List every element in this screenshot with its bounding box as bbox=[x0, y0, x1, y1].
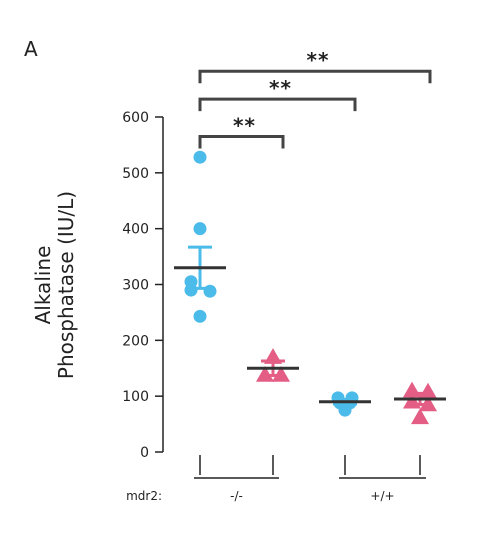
y-axis-title-line-2: Phosphatase (IU/L) bbox=[54, 191, 78, 379]
column-3-group bbox=[394, 381, 446, 425]
significance-label: ** bbox=[307, 48, 330, 72]
x-row-label: mdr2: bbox=[126, 489, 162, 503]
significance-label: ** bbox=[269, 76, 292, 100]
column-0-group bbox=[174, 150, 226, 323]
data-point bbox=[193, 150, 207, 164]
data-point bbox=[419, 382, 437, 399]
data-point bbox=[184, 283, 198, 297]
group-axis: mdr2: -/- +/+ bbox=[126, 455, 426, 503]
group-label: +/+ bbox=[370, 489, 394, 503]
y-axis: 0 100 200 300 400 500 600 bbox=[122, 110, 164, 461]
data-point bbox=[411, 408, 429, 425]
y-tick-label: 100 bbox=[122, 389, 149, 405]
data-point bbox=[419, 395, 437, 412]
data-points bbox=[174, 150, 446, 425]
data-point bbox=[403, 392, 421, 409]
data-point bbox=[256, 365, 274, 382]
y-tick-label: 600 bbox=[122, 110, 149, 126]
y-tick-label: 400 bbox=[122, 222, 149, 238]
significance-bracket bbox=[198, 97, 357, 112]
group-label: -/- bbox=[230, 489, 243, 503]
significance-brackets: ** ** ** bbox=[198, 48, 432, 149]
data-point bbox=[272, 365, 290, 382]
data-point bbox=[403, 381, 421, 398]
data-point bbox=[338, 403, 352, 417]
column-1-group bbox=[247, 348, 299, 382]
y-axis-title-line-1: Alkaline bbox=[31, 246, 55, 325]
data-point bbox=[193, 309, 207, 323]
significance-label: ** bbox=[233, 114, 256, 138]
data-point bbox=[193, 222, 207, 236]
y-tick-label: 200 bbox=[122, 333, 149, 349]
column-2-group bbox=[319, 391, 371, 417]
data-point bbox=[264, 348, 282, 364]
y-tick-label: 300 bbox=[122, 278, 149, 294]
panel-label: A bbox=[24, 37, 38, 61]
y-tick-label: 0 bbox=[140, 445, 149, 461]
data-point bbox=[203, 284, 217, 298]
y-tick-label: 500 bbox=[122, 166, 149, 182]
significance-bracket bbox=[198, 69, 432, 84]
significance-bracket bbox=[198, 135, 285, 149]
y-axis-title: Alkaline Phosphatase (IU/L) bbox=[31, 191, 78, 379]
